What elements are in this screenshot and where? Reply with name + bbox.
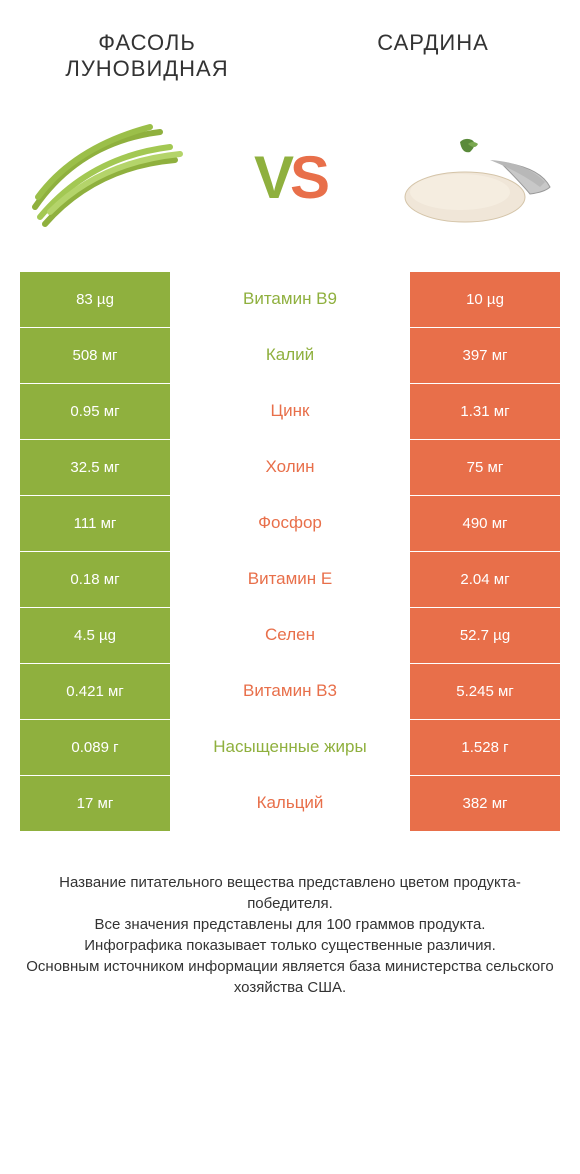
right-product-title: САРДИНА [316, 30, 550, 82]
right-product-image [390, 112, 560, 242]
footer-line: Инфографика показывает только существенн… [20, 935, 560, 956]
left-value-cell: 4.5 µg [20, 608, 170, 663]
table-row: 83 µgВитамин B910 µg [20, 272, 560, 328]
right-value-cell: 1.528 г [410, 720, 560, 775]
nutrient-label-cell: Селен [170, 608, 410, 663]
nutrient-label-cell: Фосфор [170, 496, 410, 551]
footer-line: Основным источником информации является … [20, 956, 560, 998]
left-value-cell: 0.18 мг [20, 552, 170, 607]
table-row: 32.5 мгХолин75 мг [20, 440, 560, 496]
right-value-cell: 397 мг [410, 328, 560, 383]
right-value-cell: 490 мг [410, 496, 560, 551]
vs-s: S [290, 144, 326, 211]
nutrient-label-cell: Насыщенные жиры [170, 720, 410, 775]
left-value-cell: 32.5 мг [20, 440, 170, 495]
footer-notes: Название питательного вещества представл… [0, 832, 580, 1018]
table-row: 111 мгФосфор490 мг [20, 496, 560, 552]
left-value-cell: 111 мг [20, 496, 170, 551]
nutrient-label-cell: Кальций [170, 776, 410, 831]
left-product-title: ФАСОЛЬ ЛУНОВИДНАЯ [30, 30, 264, 82]
right-value-cell: 382 мг [410, 776, 560, 831]
nutrition-table: 83 µgВитамин B910 µg508 мгКалий397 мг0.9… [20, 272, 560, 832]
table-row: 0.95 мгЦинк1.31 мг [20, 384, 560, 440]
vs-label: VS [254, 143, 326, 212]
green-beans-icon [20, 112, 190, 242]
left-value-cell: 83 µg [20, 272, 170, 327]
right-value-cell: 52.7 µg [410, 608, 560, 663]
nutrient-label-cell: Холин [170, 440, 410, 495]
left-value-cell: 508 мг [20, 328, 170, 383]
table-row: 0.18 мгВитамин E2.04 мг [20, 552, 560, 608]
right-value-cell: 2.04 мг [410, 552, 560, 607]
right-value-cell: 5.245 мг [410, 664, 560, 719]
nutrient-label-cell: Калий [170, 328, 410, 383]
table-row: 0.421 мгВитамин B35.245 мг [20, 664, 560, 720]
table-row: 17 мгКальций382 мг [20, 776, 560, 832]
images-row: VS [0, 92, 580, 272]
footer-line: Название питательного вещества представл… [20, 872, 560, 914]
left-value-cell: 17 мг [20, 776, 170, 831]
left-value-cell: 0.089 г [20, 720, 170, 775]
nutrient-label-cell: Витамин B3 [170, 664, 410, 719]
table-row: 0.089 гНасыщенные жиры1.528 г [20, 720, 560, 776]
left-product-image [20, 112, 190, 242]
header: ФАСОЛЬ ЛУНОВИДНАЯ САРДИНА [0, 0, 580, 92]
table-row: 508 мгКалий397 мг [20, 328, 560, 384]
left-value-cell: 0.421 мг [20, 664, 170, 719]
nutrient-label-cell: Витамин B9 [170, 272, 410, 327]
right-value-cell: 10 µg [410, 272, 560, 327]
nutrient-label-cell: Витамин E [170, 552, 410, 607]
table-row: 4.5 µgСелен52.7 µg [20, 608, 560, 664]
left-value-cell: 0.95 мг [20, 384, 170, 439]
vs-v: V [254, 144, 290, 211]
footer-line: Все значения представлены для 100 граммо… [20, 914, 560, 935]
sardine-icon [390, 112, 560, 242]
right-value-cell: 75 мг [410, 440, 560, 495]
right-value-cell: 1.31 мг [410, 384, 560, 439]
nutrient-label-cell: Цинк [170, 384, 410, 439]
